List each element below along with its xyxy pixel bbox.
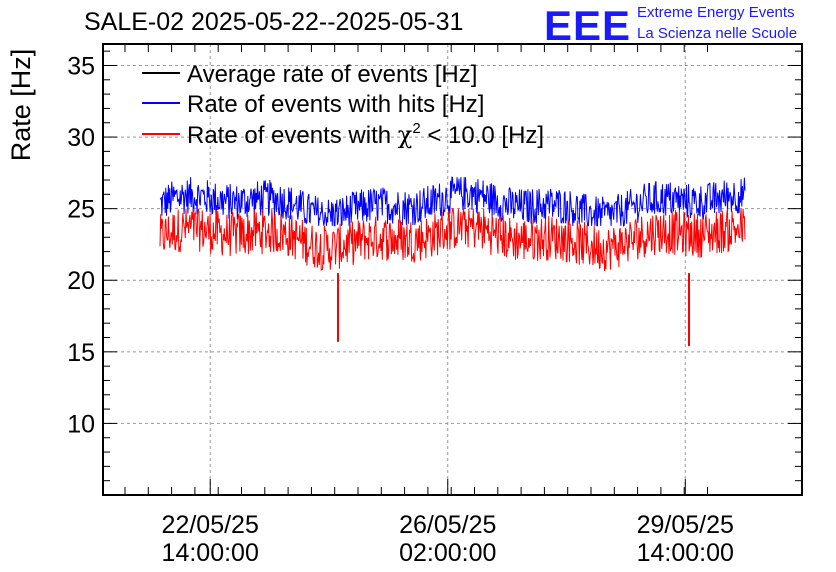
logo-subtitle-2: La Scienza nelle Scuole [637,25,798,42]
x-tick-label-time: 14:00:00 [162,539,259,567]
y-axis-label: Rate [Hz] [6,49,36,162]
y-tick-label: 25 [67,196,95,224]
series-hits-line [159,176,746,227]
y-tick-label: 30 [67,124,95,152]
x-tick-label-date: 26/05/25 [399,511,496,539]
logo-subtitle-1: Extreme Energy Events [637,4,795,21]
x-tick-label-date: 22/05/25 [162,511,259,539]
legend-label: Rate of events with hits [Hz] [187,91,484,118]
y-tick-label: 10 [67,410,95,438]
eee-logo: EEE [544,2,632,49]
legend-label: Rate of events with χ2 < 10.0 [Hz] [187,120,544,149]
plot-frame [102,43,803,496]
chart-title: SALE-02 2025-05-22--2025-05-31 [84,8,464,36]
x-tick-label-date: 29/05/25 [637,511,734,539]
x-tick-label-time: 02:00:00 [399,539,496,567]
y-tick-label: 35 [67,52,95,80]
x-tick-label-time: 14:00:00 [637,539,734,567]
legend-label: Average rate of events [Hz] [187,61,477,88]
y-tick-label: 20 [67,267,95,295]
y-tick-label: 15 [67,339,95,367]
series-chi2-line [159,208,746,272]
